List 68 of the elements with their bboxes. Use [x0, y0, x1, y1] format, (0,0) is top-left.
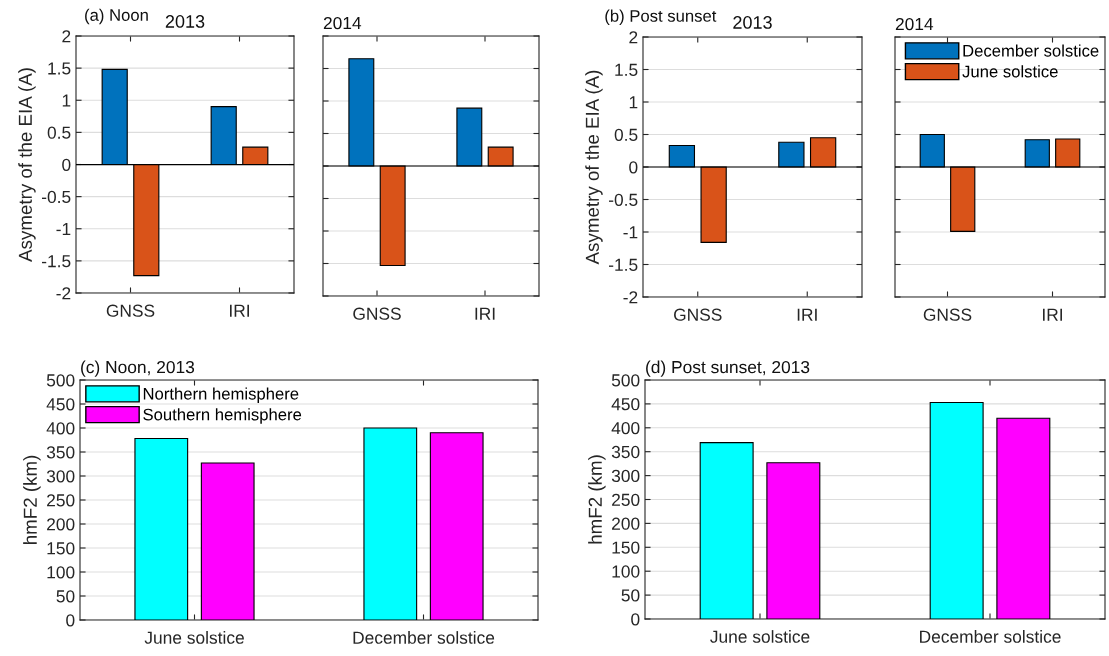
x-tick-label: June solstice [710, 630, 810, 643]
y-tick-label: 1 [629, 96, 638, 109]
y-tick-label: 200 [612, 517, 640, 530]
x-tick-label: GNSS [106, 304, 155, 317]
y-tick-label: 2 [629, 31, 638, 44]
y-tick-label: -1.5 [42, 255, 71, 268]
legend-label: Southern hemisphere [143, 408, 302, 424]
y-axis-title: Asymetry of the EIA (A) [585, 70, 603, 265]
x-tick-label: IRI [1043, 308, 1062, 321]
y-tick-label: 2 [62, 30, 71, 43]
chart-title: 2014 [323, 16, 362, 30]
y-tick-label: 150 [612, 541, 640, 554]
y-tick-label: 400 [611, 421, 640, 435]
y-tick-label: 100 [47, 566, 75, 579]
y-tick-label: 250 [612, 493, 640, 506]
y-tick-label: 50 [56, 590, 75, 603]
y-tick-label: 500 [46, 374, 75, 387]
y-tick-label: 300 [611, 469, 640, 483]
x-tick-label: December solstice [353, 631, 495, 644]
y-axis-title: hmF2 (km) [23, 455, 41, 545]
chart-title: 2013 [733, 16, 772, 29]
x-tick-label: IRI [797, 308, 817, 321]
y-tick-label: -2 [623, 291, 638, 304]
y-tick-label: 0 [62, 158, 71, 171]
y-tick-label: -2 [56, 287, 71, 300]
y-tick-label: 450 [611, 398, 640, 411]
y-tick-label: 0 [66, 614, 75, 627]
text: (a) Noon [85, 8, 148, 25]
y-tick-label: 350 [46, 446, 75, 459]
x-tick-label: December solstice [920, 630, 1061, 643]
y-tick-label: 200 [47, 518, 75, 531]
y-tick-label: 100 [612, 565, 640, 578]
legend-label: June solstice [962, 65, 1058, 78]
y-tick-label: 0.5 [47, 126, 71, 139]
x-tick-label: IRI [475, 307, 495, 320]
y-tick-label: -0.5 [42, 190, 71, 204]
chart-title: (c) Noon, 2013 [81, 360, 195, 377]
legend-label: Northern hemisphere [143, 387, 299, 403]
x-tick-label: GNSS [674, 308, 722, 321]
y-tick-label: 50 [621, 589, 640, 602]
x-tick-label: June solstice [144, 631, 244, 644]
chart-title: 2014 [895, 17, 934, 31]
text: (b) Post sunset [605, 9, 717, 26]
y-tick-label: 350 [611, 445, 640, 459]
y-tick-label: -0.5 [609, 193, 638, 206]
y-tick-label: 0 [629, 161, 638, 174]
y-axis-title: Asymetry of the EIA (A) [18, 68, 36, 262]
y-tick-label: 1.5 [615, 63, 638, 76]
y-tick-label: 400 [46, 422, 75, 435]
chart-title: 2013 [165, 15, 205, 28]
chart-title: (d) Post sunset, 2013 [646, 360, 810, 377]
y-tick-label: 250 [47, 494, 75, 507]
y-tick-label: 450 [46, 398, 75, 411]
y-tick-label: 150 [47, 542, 75, 555]
y-tick-label: 1.5 [48, 62, 71, 75]
x-tick-label: IRI [230, 304, 249, 317]
y-tick-label: 0 [631, 613, 640, 626]
y-tick-label: 1 [62, 94, 71, 107]
x-tick-label: GNSS [923, 308, 972, 321]
legend-label: December solstice [963, 44, 1099, 57]
y-tick-label: 300 [46, 470, 75, 483]
y-tick-label: -1 [623, 226, 638, 239]
y-axis-title: hmF2 (km) [588, 455, 606, 544]
y-tick-label: 500 [611, 374, 640, 387]
y-tick-label: -1.5 [609, 258, 638, 271]
x-tick-label: GNSS [353, 307, 401, 320]
y-tick-label: 0.5 [614, 128, 638, 141]
y-tick-label: -1 [56, 223, 71, 236]
